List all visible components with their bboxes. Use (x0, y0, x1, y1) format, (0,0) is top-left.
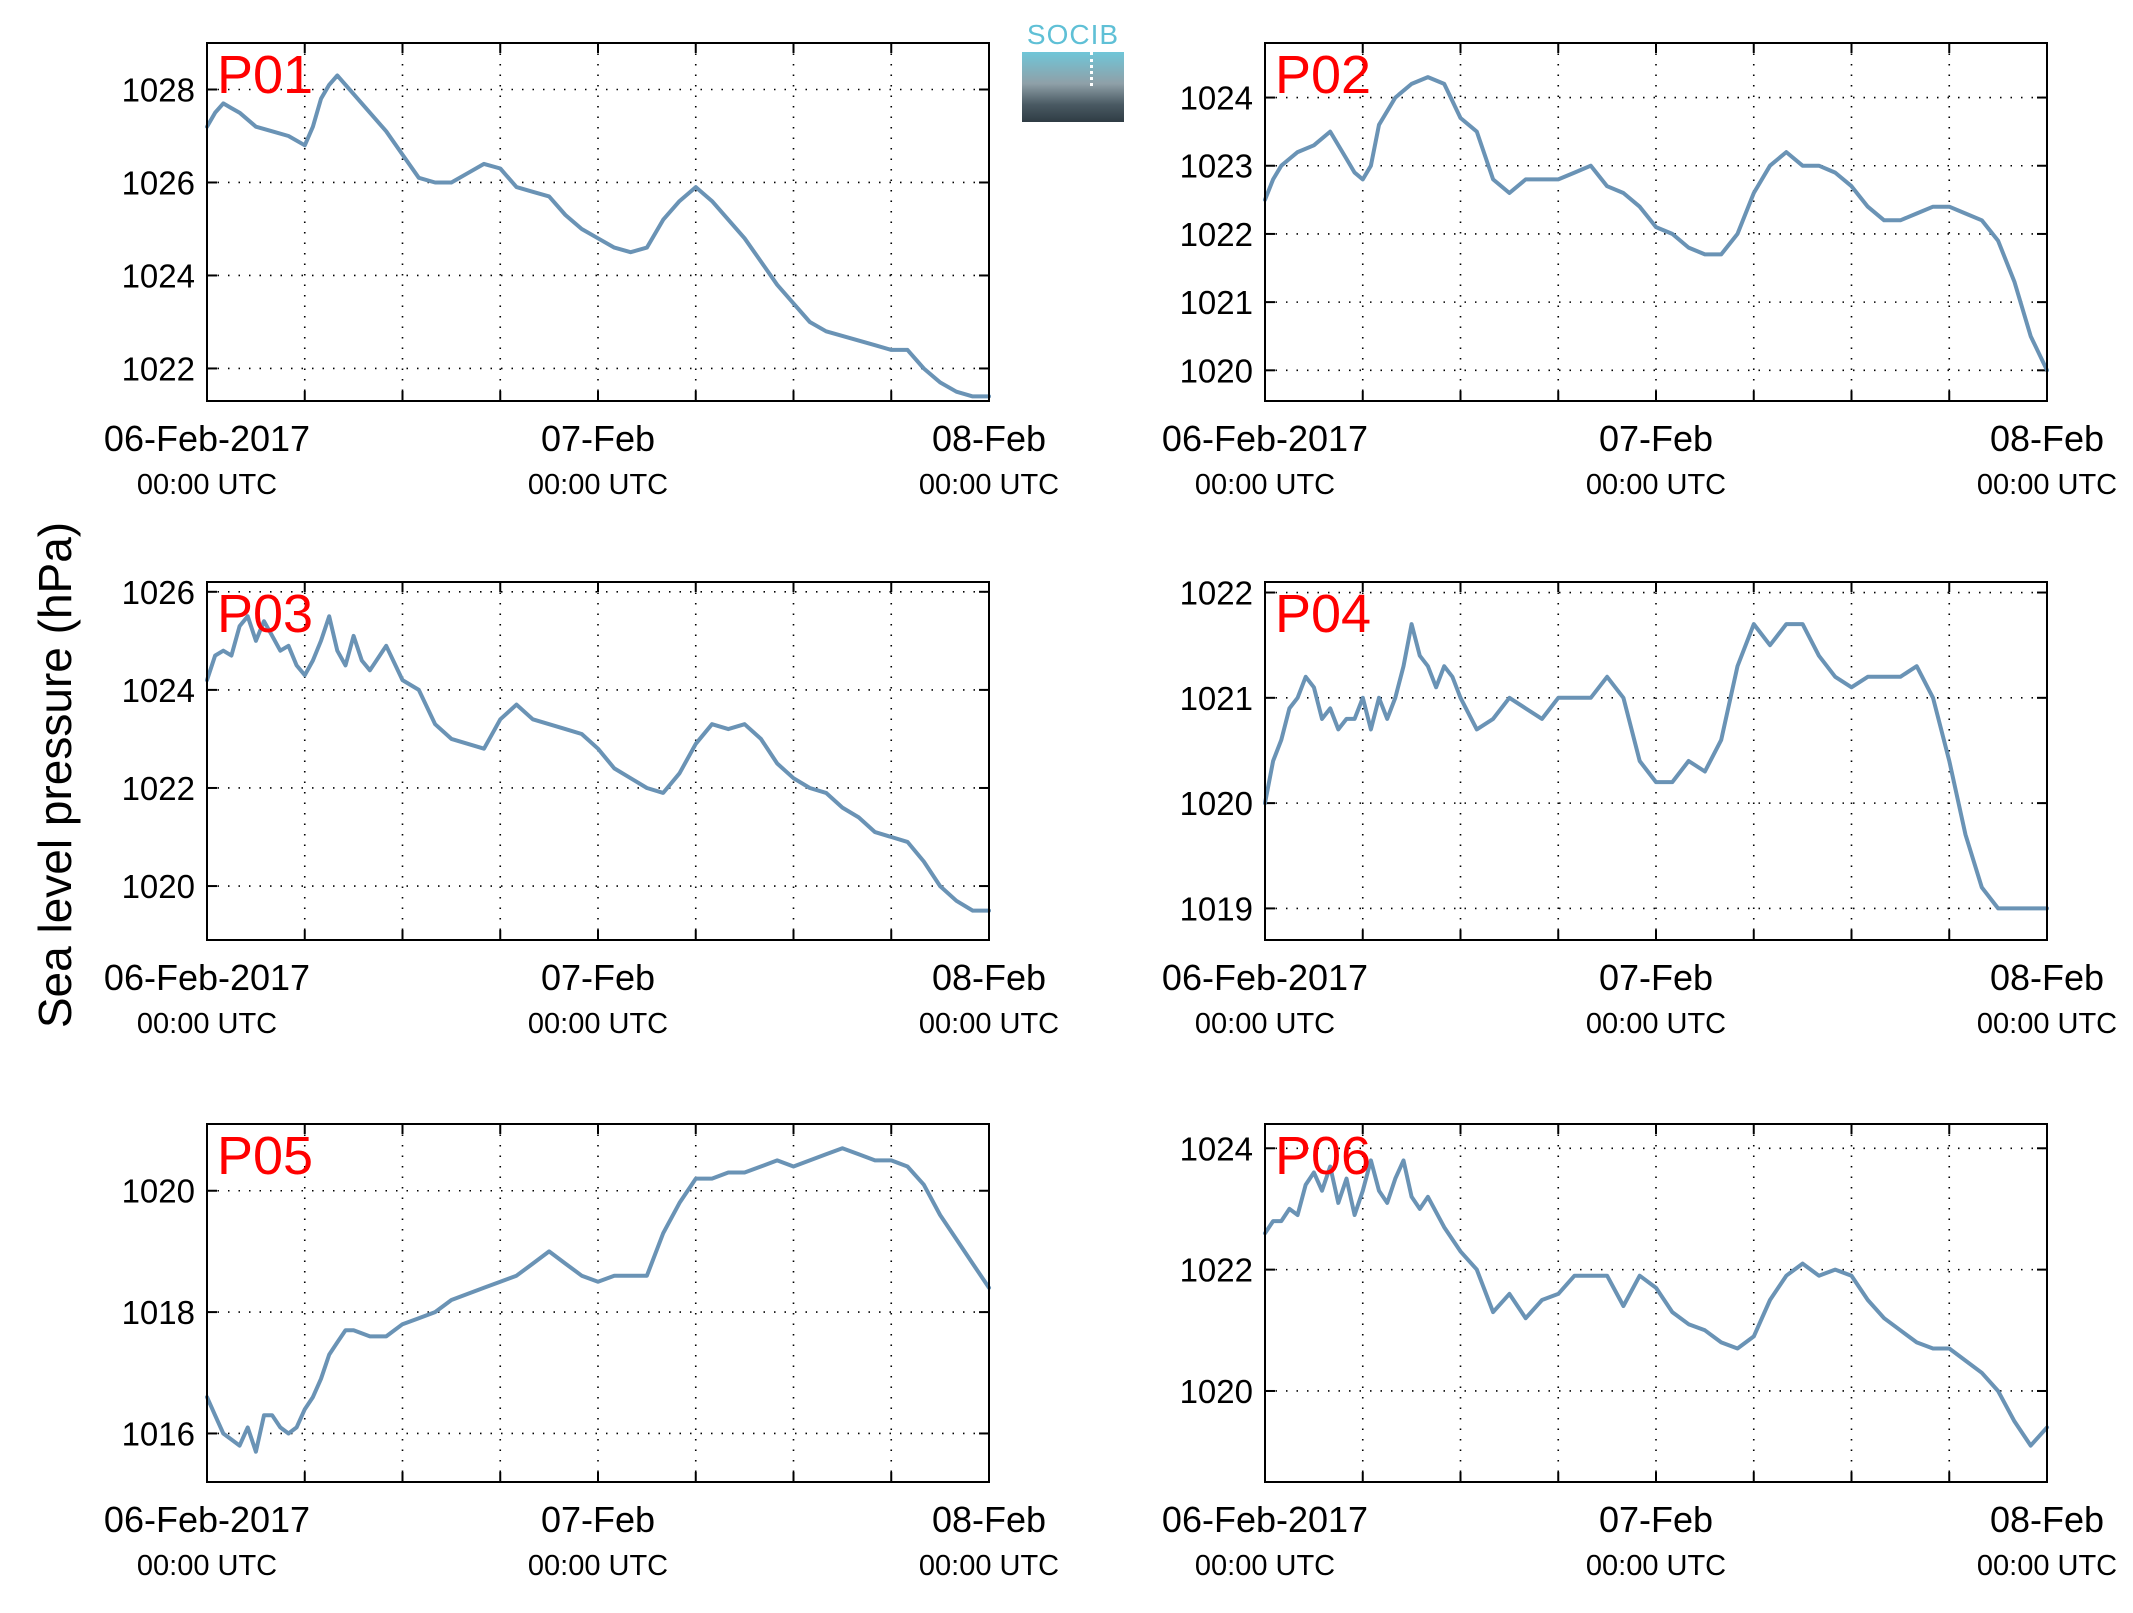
x-tick-sublabel: 00:00 UTC (1586, 469, 1726, 501)
x-tick-sublabel: 00:00 UTC (137, 1550, 277, 1582)
logo-graphic (1022, 52, 1124, 122)
y-tick-label: 1026 (122, 164, 195, 201)
x-tick-label: 07-Feb (541, 418, 655, 459)
x-tick-label: 07-Feb (541, 1499, 655, 1540)
y-tick-label: 1020 (1180, 352, 1253, 389)
x-tick-label: 07-Feb (541, 957, 655, 998)
x-tick-label: 06-Feb-2017 (1162, 418, 1368, 459)
x-tick-label: 08-Feb (1990, 418, 2104, 459)
plot-frame (206, 581, 990, 941)
x-tick-label: 08-Feb (932, 418, 1046, 459)
series-line-p02 (1263, 75, 2049, 373)
y-tick-label: 1022 (1180, 575, 1253, 612)
x-tick-label: 06-Feb-2017 (1162, 1499, 1368, 1540)
series-line-p01 (205, 73, 991, 399)
y-tick-label: 1024 (122, 257, 195, 294)
plot-frame (1264, 42, 2048, 402)
x-tick-label: 06-Feb-2017 (1162, 957, 1368, 998)
y-tick-label: 1021 (1180, 680, 1253, 717)
station-label: P04 (1275, 584, 1371, 644)
x-tick-sublabel: 00:00 UTC (137, 1008, 277, 1040)
plot-frame (206, 1123, 990, 1483)
station-label: P06 (1275, 1126, 1371, 1186)
series-line-p04 (1263, 622, 2049, 911)
x-tick-sublabel: 00:00 UTC (1977, 1550, 2117, 1582)
x-tick-label: 06-Feb-2017 (104, 1499, 310, 1540)
x-tick-label: 08-Feb (932, 1499, 1046, 1540)
panel-p05: 1016 1018 1020 P05 06-Feb-2017 00:00 UTC 07-Fe… (104, 1123, 1059, 1582)
x-tick-sublabel: 00:00 UTC (919, 1550, 1059, 1582)
plot-frame (1264, 581, 2048, 941)
x-tick-sublabel: 00:00 UTC (1977, 1008, 2117, 1040)
x-tick-sublabel: 00:00 UTC (137, 469, 277, 501)
panel-p01: 1022 1024 1026 1028 P01 06-Feb-2017 00:00 UTC 0… (104, 42, 1059, 501)
series-line-p03 (205, 614, 991, 913)
y-tick-label: 1022 (1180, 1252, 1253, 1289)
x-tick-sublabel: 00:00 UTC (1586, 1008, 1726, 1040)
x-tick-sublabel: 00:00 UTC (528, 1008, 668, 1040)
panel-p04: 1019 1020 1021 1022 P04 06-Feb-2017 00:00 UTC 0… (1162, 575, 2117, 1040)
y-tick-label: 1020 (1180, 1373, 1253, 1410)
y-tick-label: 1022 (122, 350, 195, 387)
station-label: P02 (1275, 45, 1371, 105)
series-line-p06 (1263, 1158, 2049, 1448)
y-tick-label: 1023 (1180, 148, 1253, 185)
station-label: P03 (217, 584, 313, 644)
x-tick-label: 06-Feb-2017 (104, 418, 310, 459)
socib-logo: SOCIB (1022, 18, 1124, 122)
y-tick-label: 1016 (122, 1415, 195, 1452)
y-tick-label: 1018 (122, 1294, 195, 1331)
y-tick-label: 1024 (1180, 80, 1253, 117)
panel-p02: 1020 1021 1022 1023 1024 P02 06-Feb-2017 00:00 … (1162, 42, 2117, 501)
y-axis-label: Sea level pressure (hPa) (29, 521, 81, 1029)
y-tick-label: 1019 (1180, 890, 1253, 927)
y-tick-label: 1020 (1180, 785, 1253, 822)
x-tick-sublabel: 00:00 UTC (1195, 469, 1335, 501)
y-tick-label: 1024 (1180, 1130, 1253, 1167)
y-tick-label: 1020 (122, 868, 195, 905)
x-tick-sublabel: 00:00 UTC (1195, 1550, 1335, 1582)
x-tick-sublabel: 00:00 UTC (1977, 469, 2117, 501)
y-tick-label: 1021 (1180, 284, 1253, 321)
plot-frame (1264, 1123, 2048, 1483)
station-label: P05 (217, 1126, 313, 1186)
x-tick-sublabel: 00:00 UTC (528, 1550, 668, 1582)
x-tick-sublabel: 00:00 UTC (1195, 1008, 1335, 1040)
logo-text: SOCIB (1026, 19, 1120, 50)
x-tick-label: 08-Feb (1990, 1499, 2104, 1540)
y-tick-label: 1022 (122, 770, 195, 807)
x-tick-label: 08-Feb (932, 957, 1046, 998)
x-tick-sublabel: 00:00 UTC (919, 1008, 1059, 1040)
y-tick-label: 1020 (122, 1173, 195, 1210)
x-tick-sublabel: 00:00 UTC (919, 469, 1059, 501)
panel-p03: 1020 1022 1024 1026 P03 06-Feb-2017 00:00 UTC 0… (104, 574, 1059, 1040)
plot-frame (206, 42, 990, 402)
x-tick-label: 08-Feb (1990, 957, 2104, 998)
x-tick-sublabel: 00:00 UTC (528, 469, 668, 501)
series-line-p05 (205, 1146, 991, 1454)
x-tick-label: 07-Feb (1599, 1499, 1713, 1540)
y-tick-label: 1022 (1180, 216, 1253, 253)
y-tick-label: 1028 (122, 71, 195, 108)
panel-p06: 1020 1022 1024 P06 06-Feb-2017 00:00 UTC 07-Fe… (1162, 1123, 2117, 1582)
x-tick-label: 07-Feb (1599, 957, 1713, 998)
y-tick-label: 1026 (122, 574, 195, 611)
x-tick-label: 06-Feb-2017 (104, 957, 310, 998)
y-tick-label: 1024 (122, 672, 195, 709)
x-tick-label: 07-Feb (1599, 418, 1713, 459)
x-tick-sublabel: 00:00 UTC (1586, 1550, 1726, 1582)
station-label: P01 (217, 45, 313, 105)
